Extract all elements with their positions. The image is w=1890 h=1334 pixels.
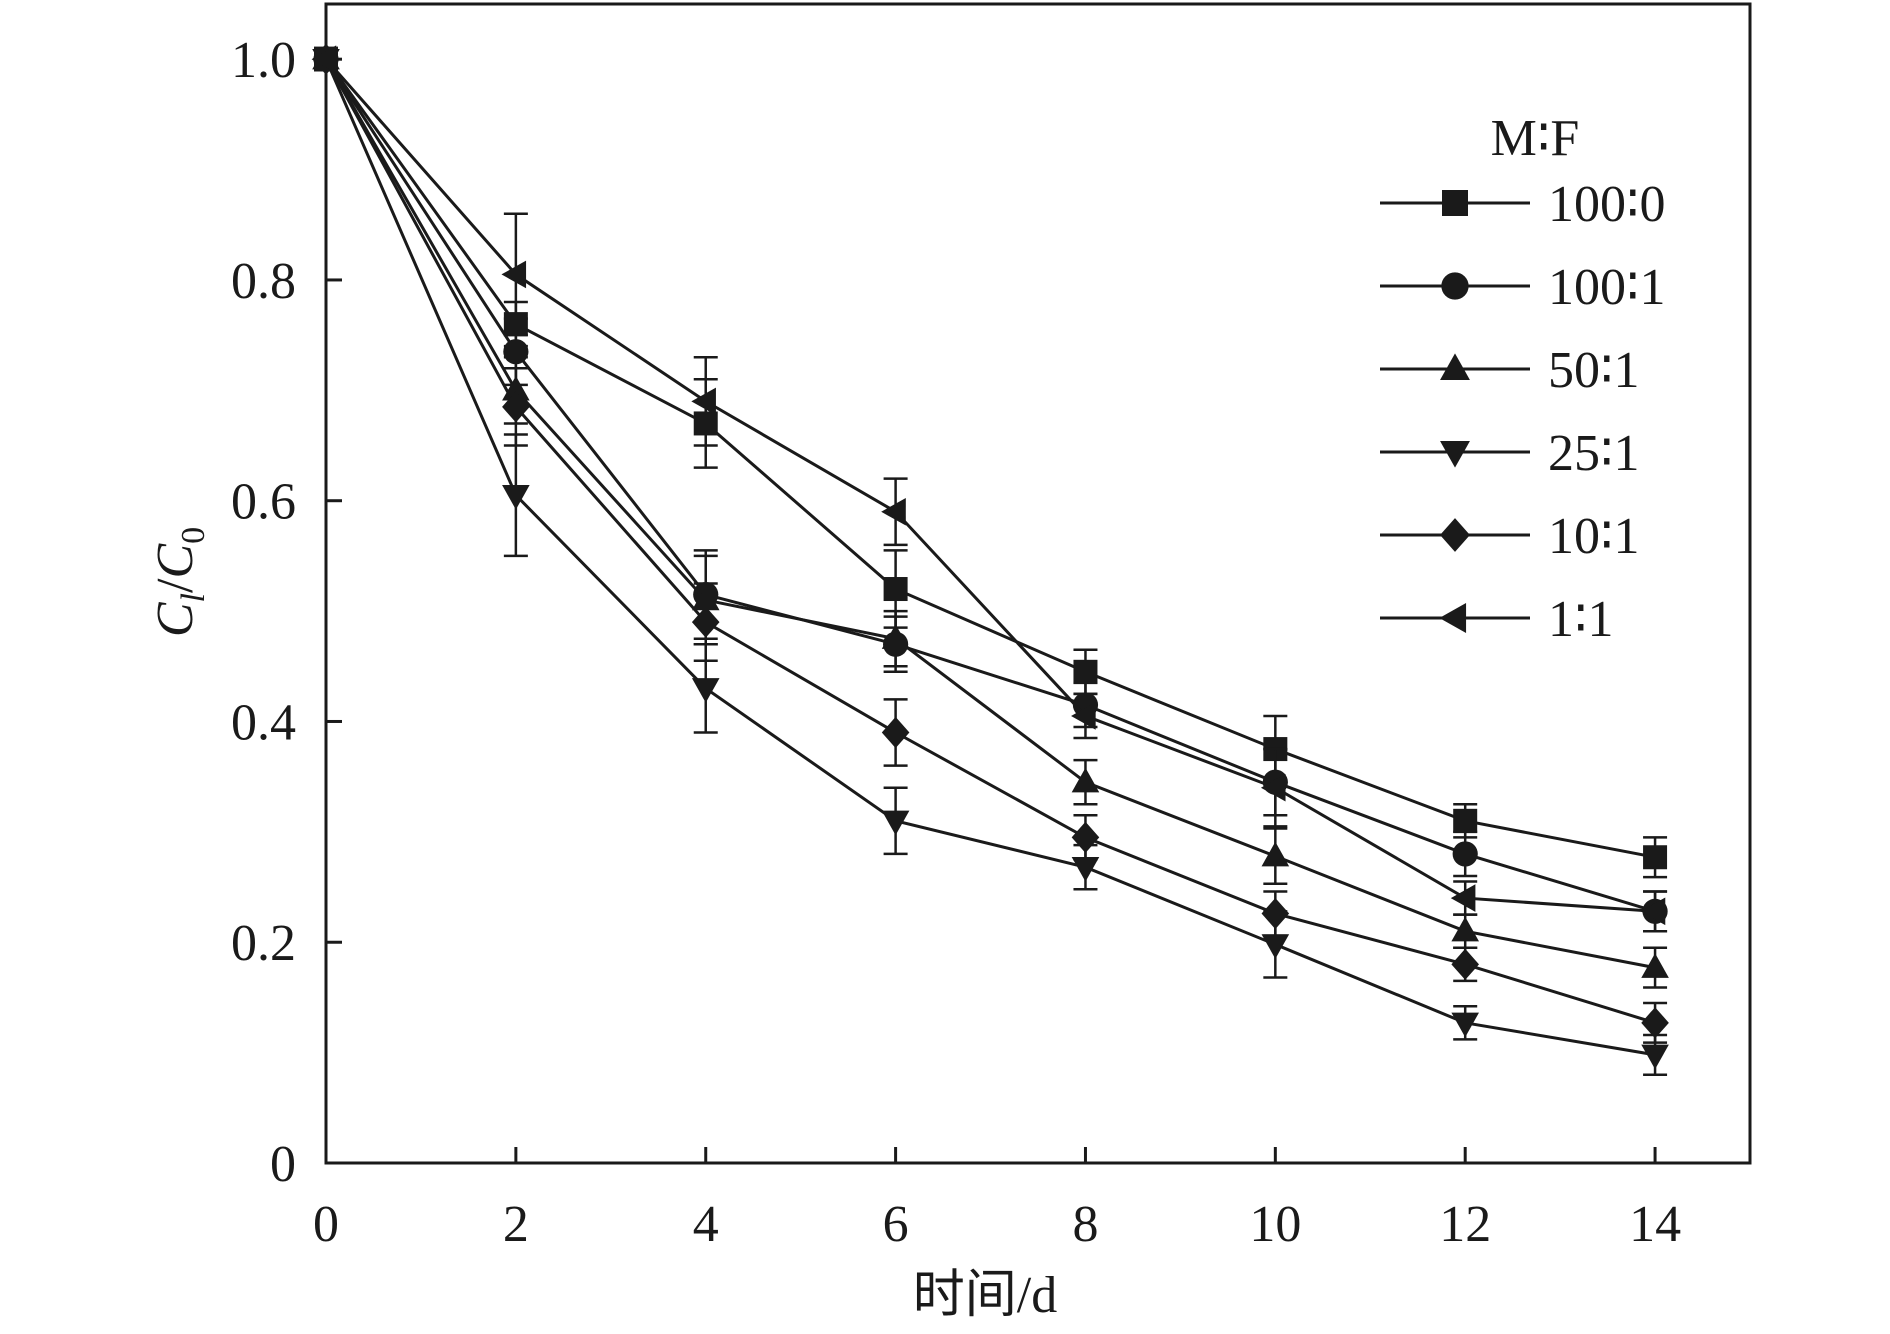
series-line bbox=[324, 58, 1656, 913]
data-point bbox=[1453, 808, 1478, 833]
legend-item: 1∶1 bbox=[1380, 591, 1614, 648]
data-point bbox=[501, 260, 527, 289]
data-point bbox=[1640, 897, 1666, 926]
data-point bbox=[1452, 841, 1478, 867]
data-point bbox=[881, 497, 906, 526]
data-point bbox=[691, 678, 720, 703]
data-point bbox=[1451, 916, 1479, 942]
x-axis-title: 时间/d bbox=[913, 1267, 1057, 1324]
series-line bbox=[324, 58, 1656, 1057]
data-point bbox=[1451, 948, 1479, 980]
legend-title: M∶F bbox=[1491, 110, 1580, 167]
y-tick-label: 0.8 bbox=[231, 253, 296, 310]
y-tick-label: 1.0 bbox=[231, 32, 296, 89]
data-point bbox=[1071, 821, 1100, 853]
data-point bbox=[502, 484, 530, 510]
legend-marker bbox=[1441, 272, 1469, 300]
data-point bbox=[1641, 1007, 1669, 1039]
legend-label: 10∶1 bbox=[1548, 508, 1640, 565]
data-point bbox=[883, 577, 908, 602]
legend-item: 50∶1 bbox=[1380, 342, 1640, 399]
legend-label: 25∶1 bbox=[1548, 425, 1640, 482]
data-point bbox=[881, 810, 910, 836]
y-tick-label: 0.4 bbox=[231, 694, 296, 751]
data-point bbox=[1071, 856, 1100, 882]
series-line bbox=[324, 58, 1656, 1025]
data-point bbox=[1643, 845, 1668, 870]
legend-marker bbox=[1440, 440, 1470, 468]
x-tick-label: 14 bbox=[1629, 1196, 1681, 1253]
data-point bbox=[881, 624, 910, 649]
series-line bbox=[324, 58, 1656, 913]
legend-item: 100∶1 bbox=[1380, 259, 1666, 316]
data-point bbox=[1261, 897, 1290, 930]
series-line bbox=[324, 58, 1656, 970]
data-point bbox=[1451, 1012, 1479, 1038]
data-point bbox=[881, 716, 910, 749]
legend-marker bbox=[1440, 353, 1470, 381]
y-tick-label: 0.6 bbox=[231, 474, 296, 531]
x-tick-label: 6 bbox=[883, 1196, 909, 1253]
legend-marker bbox=[1439, 603, 1467, 633]
legend-item: 25∶1 bbox=[1380, 425, 1640, 482]
y-tick-label: 0 bbox=[270, 1136, 296, 1193]
legend-marker bbox=[1442, 190, 1468, 216]
data-point bbox=[1261, 841, 1290, 867]
series-5 bbox=[312, 43, 1669, 1044]
data-point bbox=[1641, 953, 1669, 978]
data-point bbox=[1641, 1044, 1669, 1070]
legend-item: 10∶1 bbox=[1380, 508, 1640, 565]
plot-frame bbox=[324, 2, 1752, 1165]
x-tick-label: 4 bbox=[693, 1196, 719, 1253]
data-point bbox=[502, 391, 530, 423]
y-tick-label: 0.2 bbox=[231, 915, 296, 972]
data-point bbox=[1260, 773, 1286, 802]
series-line bbox=[324, 58, 1656, 859]
data-point bbox=[1261, 934, 1290, 959]
data-point bbox=[691, 387, 716, 416]
data-point bbox=[691, 606, 720, 638]
x-tick-label: 12 bbox=[1439, 1196, 1491, 1253]
legend-label: 50∶1 bbox=[1548, 342, 1640, 399]
data-point bbox=[1450, 884, 1476, 912]
legend-label: 100∶1 bbox=[1548, 259, 1666, 316]
x-tick-label: 10 bbox=[1249, 1196, 1301, 1253]
x-tick-label: 2 bbox=[503, 1196, 529, 1253]
x-tick-label: 0 bbox=[313, 1196, 339, 1253]
data-point bbox=[1071, 702, 1096, 730]
data-point bbox=[1073, 659, 1098, 684]
y-axis-title: Cl/C0 bbox=[147, 527, 212, 637]
data-point bbox=[1071, 767, 1100, 793]
legend-marker bbox=[1440, 518, 1470, 552]
legend-label: 1∶1 bbox=[1548, 591, 1614, 648]
legend-label: 100∶0 bbox=[1548, 176, 1666, 233]
data-point bbox=[311, 45, 337, 73]
series-6 bbox=[311, 45, 1668, 933]
x-tick-label: 8 bbox=[1072, 1196, 1098, 1253]
legend-item: 100∶0 bbox=[1380, 176, 1666, 233]
